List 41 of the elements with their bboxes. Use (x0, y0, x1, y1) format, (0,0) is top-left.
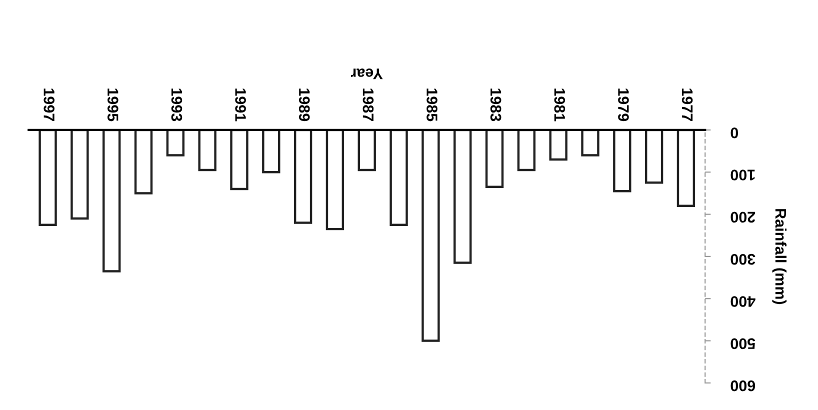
x-tick-label: 1997 (44, 88, 54, 121)
bar (198, 130, 216, 172)
bar (613, 130, 632, 192)
bar (358, 130, 376, 172)
bar (644, 130, 664, 184)
bar (38, 130, 57, 226)
bar (166, 130, 184, 156)
x-tick-label: 1985 (426, 88, 438, 122)
bar (102, 130, 121, 272)
x-tick-label: 1991 (235, 88, 246, 122)
bar (676, 130, 696, 207)
y-axis-title: Rainfall (mm) (772, 209, 787, 304)
bar (517, 130, 536, 172)
bar (390, 130, 408, 226)
y-tick-label: 300 (730, 254, 756, 265)
y-tick-label: 200 (730, 212, 756, 223)
bar (454, 130, 472, 264)
x-tick-label: 1983 (490, 88, 502, 122)
y-tick-label: 600 (730, 380, 756, 392)
y-tick-label: 100 (730, 170, 755, 180)
bar (230, 130, 248, 190)
y-tick-label: 0 (730, 127, 738, 138)
y-tick-label: 400 (730, 296, 756, 307)
bar (134, 130, 153, 194)
bar (70, 130, 89, 220)
bar (485, 130, 504, 188)
x-tick-label: 1979 (618, 88, 629, 122)
x-tick-label: 1993 (171, 88, 182, 122)
x-tick-label: 1981 (554, 88, 566, 122)
x-tick-label: 1977 (682, 88, 693, 121)
x-axis-title: Year (350, 68, 383, 80)
bar (422, 130, 440, 342)
x-tick-label: 1987 (362, 88, 374, 121)
x-tick-label: 1989 (298, 88, 310, 122)
x-tick-label: 1995 (107, 88, 118, 122)
bar (262, 130, 280, 174)
bar (294, 130, 312, 224)
y-tick-label: 500 (730, 338, 756, 350)
bar (326, 130, 344, 230)
bar (581, 130, 600, 156)
bar (549, 130, 568, 161)
